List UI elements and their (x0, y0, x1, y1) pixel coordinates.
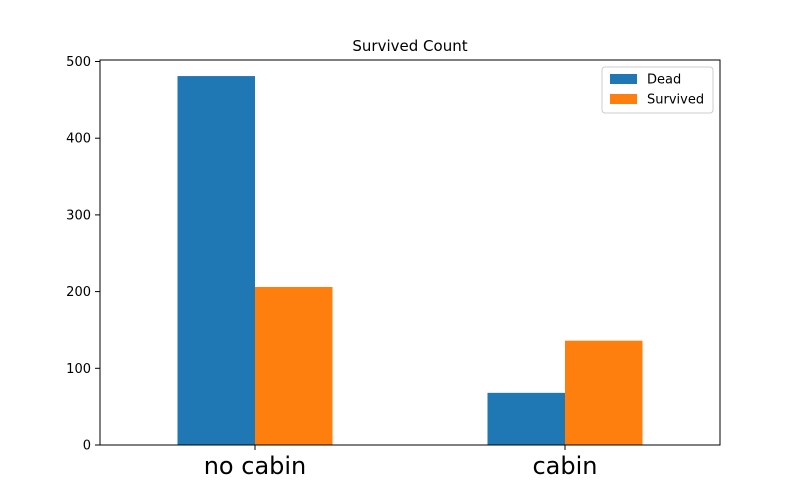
y-tick-label: 400 (66, 132, 91, 147)
legend-swatch (610, 94, 637, 104)
y-tick-label: 500 (66, 55, 91, 70)
plot-frame (99, 59, 721, 446)
x-tick-label: cabin (532, 452, 597, 480)
chart-title: Survived Count (352, 37, 467, 55)
y-tick-label: 200 (66, 285, 91, 300)
y-tick-label: 300 (66, 208, 91, 223)
legend: Dead Survived (601, 66, 714, 114)
legend-label: Dead (647, 73, 681, 88)
y-tick-label: 100 (66, 362, 91, 377)
y-tick-label: 0 (83, 439, 91, 454)
x-tick-label: no cabin (204, 452, 307, 480)
legend-label: Survived (647, 93, 704, 108)
bar-survived-cabin (565, 340, 643, 445)
bar-survived-no-cabin (255, 286, 333, 445)
bar-dead-no-cabin (177, 76, 255, 445)
legend-swatch (610, 74, 637, 84)
bar-dead-cabin (487, 392, 565, 445)
bars-layer (177, 76, 643, 445)
axes-layer: no cabin cabin 0 100 200 300 400 500 (66, 55, 721, 480)
